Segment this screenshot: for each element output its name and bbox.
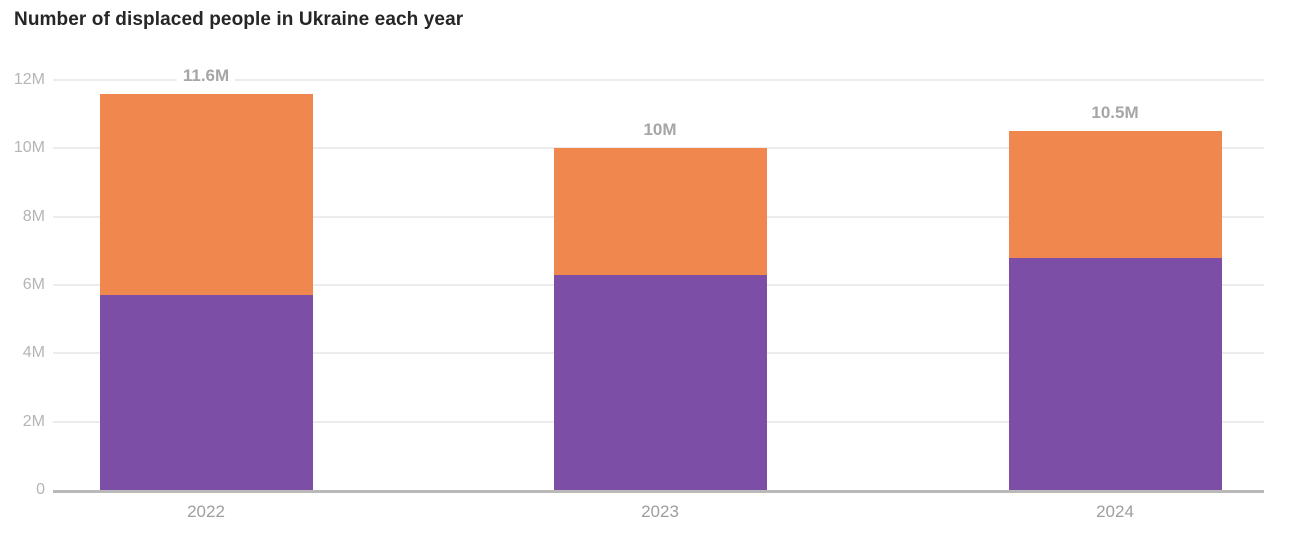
- y-tick-label-8M: 8M: [22, 207, 45, 225]
- y-tick-label-12M: 12M: [13, 71, 45, 88]
- bar-2022[interactable]: [99, 93, 313, 490]
- x-axis-line: [53, 490, 1264, 493]
- y-tick-label-4M: 4M: [22, 344, 45, 362]
- bar-2023[interactable]: [553, 148, 767, 490]
- y-tick-label-6M: 6M: [22, 276, 45, 293]
- y-tick-label-10M: 10M: [13, 139, 45, 157]
- x-tick-label-2024: 2024: [1096, 502, 1134, 521]
- bar-segment-orange-segment-2023[interactable]: [553, 148, 767, 275]
- y-tick-label-0: 0: [36, 481, 45, 498]
- bar-total-label-2022: 11.6M: [176, 65, 236, 86]
- gridline-12M: [53, 79, 1264, 81]
- x-tick-label-2022: 2022: [187, 502, 225, 521]
- bar-total-label-2024: 10.5M: [1085, 103, 1145, 124]
- bar-segment-orange-segment-2024[interactable]: [1008, 131, 1222, 258]
- bar-segment-purple-segment-2024[interactable]: [1008, 257, 1222, 490]
- bar-segment-orange-segment-2022[interactable]: [99, 93, 313, 296]
- bar-2024[interactable]: [1008, 131, 1222, 490]
- y-tick-label-2M: 2M: [22, 412, 45, 430]
- chart-title: Number of displaced people in Ukraine ea…: [14, 9, 464, 30]
- x-tick-label-2023: 2023: [641, 502, 679, 521]
- bar-segment-purple-segment-2022[interactable]: [99, 295, 313, 490]
- bar-segment-purple-segment-2023[interactable]: [553, 274, 767, 490]
- bar-total-label-2023: 10M: [637, 120, 683, 141]
